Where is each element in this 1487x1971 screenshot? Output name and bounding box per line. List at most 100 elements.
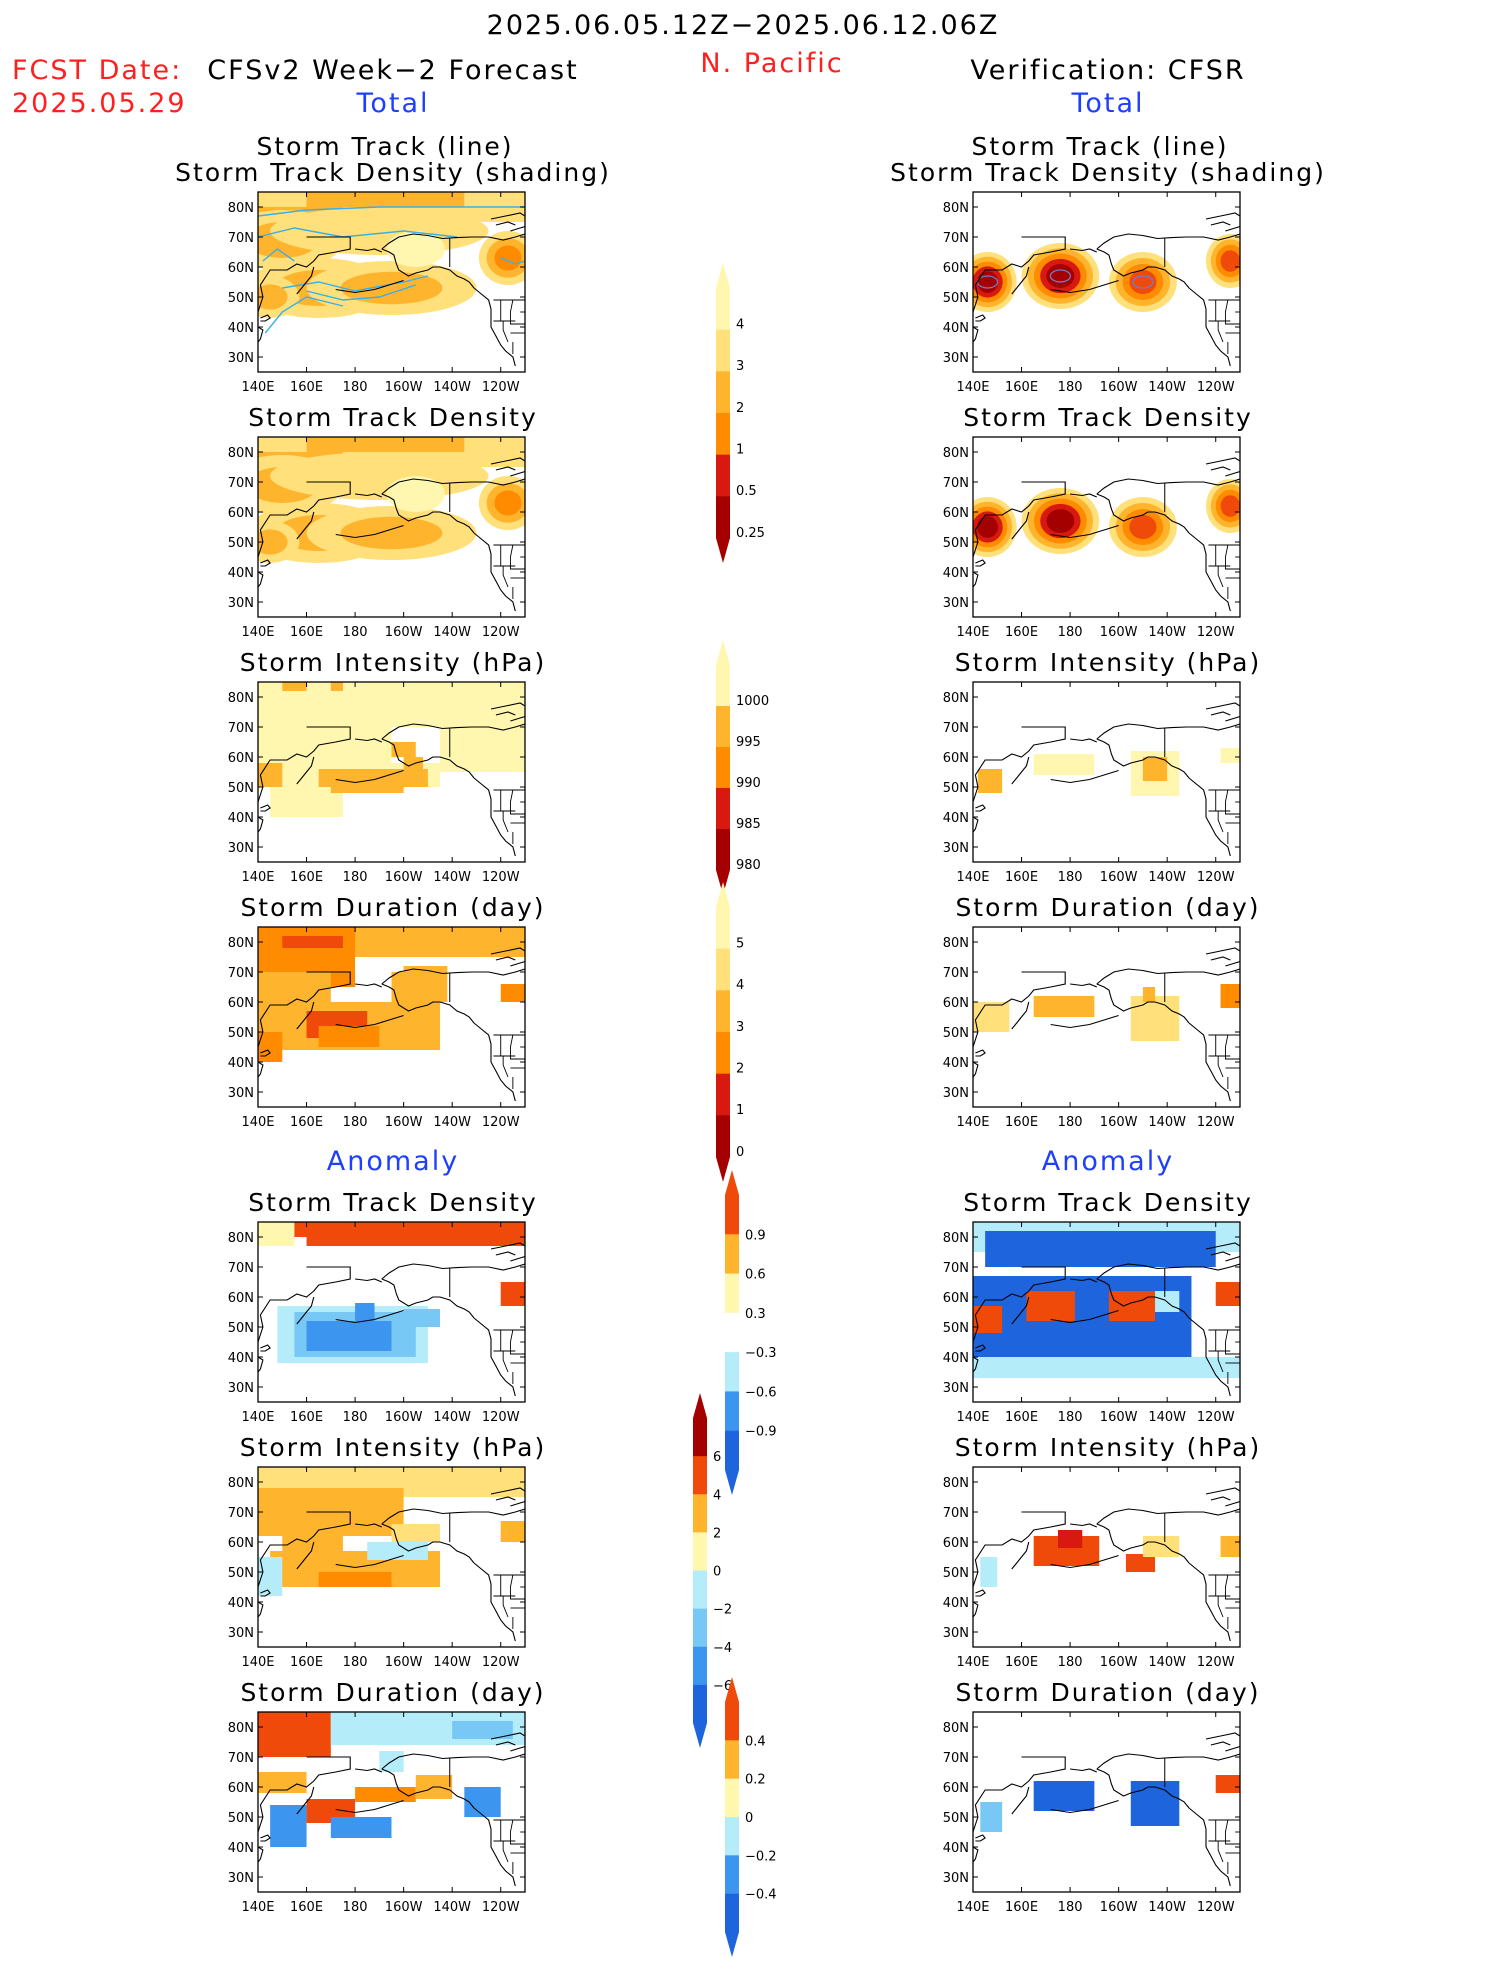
map-fcst-duration-anom: 140E 160E 180 160W 140W 120W 80N 70N 60N 50N 40N 30… <box>218 1711 548 1937</box>
colorbar-label: 2 <box>736 401 744 416</box>
map-verif-track: 140E 160E 180 160W 140W 120W 80N 70N 60N 50N 40N 30… <box>933 191 1263 417</box>
lat-tick-label: 50N <box>228 291 254 306</box>
lat-tick-label: 70N <box>228 231 254 246</box>
colorbar-bottom-tip <box>693 1723 707 1748</box>
lon-tick-label: 180 <box>1058 625 1083 640</box>
lat-tick-label: 70N <box>943 476 969 491</box>
lat-tick-label: 80N <box>228 1476 254 1491</box>
lat-tick-label: 40N <box>228 811 254 826</box>
lon-tick-label: 160E <box>290 870 323 885</box>
colorbar-segment <box>716 496 730 539</box>
lon-tick-label: 140E <box>956 1115 989 1130</box>
lon-tick-label: 160W <box>1100 1410 1138 1425</box>
colorbar-label: 5 <box>736 936 744 951</box>
lon-tick-label: 160W <box>1100 625 1138 640</box>
lat-tick-label: 40N <box>943 321 969 336</box>
map-shading <box>258 1712 525 1887</box>
title-verif-intensity-anom: Storm Intensity (hPa) <box>954 1433 1262 1462</box>
lat-tick-label: 70N <box>943 966 969 981</box>
lat-tick-label: 50N <box>228 1566 254 1581</box>
title-fcst-track-shading: Storm Track Density (shading) <box>175 158 611 187</box>
map-verif-density-anom: 140E 160E 180 160W 140W 120W 80N 70N 60N 50N 40N 30… <box>933 1221 1263 1447</box>
lat-tick-label: 50N <box>943 291 969 306</box>
lon-tick-label: 140E <box>241 870 274 885</box>
lat-tick-label: 60N <box>228 261 254 276</box>
colorbar-segment <box>725 1430 739 1471</box>
lat-tick-label: 80N <box>228 446 254 461</box>
colorbar-label: 4 <box>736 317 744 332</box>
lon-tick-label: 140E <box>241 625 274 640</box>
map-svg: 140E 160E 180 160W 140W 120W 80N 70N 60N 50N 40N 30… <box>228 1466 526 1670</box>
title-verif-intensity: Storm Intensity (hPa) <box>954 648 1262 677</box>
lon-tick-label: 140W <box>433 625 471 640</box>
title-verif-track-line: Storm Track (line) <box>971 132 1229 161</box>
map-svg: 140E 160E 180 160W 140W 120W 80N 70N 60N 50N 40N 30… <box>228 1221 526 1425</box>
lat-tick-label: 40N <box>228 1596 254 1611</box>
colorbar-intensity-anomaly: 6 4 2 0 −2 −4 −6 <box>693 1393 773 1762</box>
colorbar-segment <box>716 829 730 871</box>
lat-tick-label: 50N <box>943 536 969 551</box>
colorbar-segment <box>725 1234 739 1275</box>
colorbar-label: 2 <box>736 1061 744 1076</box>
lon-tick-label: 180 <box>343 625 368 640</box>
map-svg: 140E 160E 180 160W 140W 120W 80N 70N 60N 50N 40N 30… <box>943 1711 1241 1915</box>
lat-tick-label: 50N <box>943 1811 969 1826</box>
colorbar-top-tip <box>716 640 730 665</box>
map-svg: 140E 160E 180 160W 140W 120W 80N 70N 60N 50N 40N 30… <box>943 1466 1241 1670</box>
lon-tick-label: 140E <box>956 1410 989 1425</box>
lat-tick-label: 40N <box>228 1056 254 1071</box>
lat-tick-label: 60N <box>228 1291 254 1306</box>
lat-tick-label: 80N <box>943 201 969 216</box>
colorbar-duration-anomaly: 0.4 0.2 0 −0.2 −0.4 <box>725 1677 805 1971</box>
lon-tick-label: 120W <box>482 1410 520 1425</box>
colorbar-segment <box>725 1740 739 1780</box>
colorbar-label: 0 <box>745 1811 753 1826</box>
map-svg: 140E 160E 180 160W 140W 120W 80N 70N 60N 50N 40N 30… <box>943 1221 1241 1425</box>
colorbar-density-anomaly: 0.9 0.6 0.3 −0.3 −0.6 −0.9 <box>725 1170 805 1509</box>
lon-tick-label: 180 <box>343 870 368 885</box>
lat-tick-label: 70N <box>943 231 969 246</box>
lon-tick-label: 140W <box>433 380 471 395</box>
map-svg: 140E 160E 180 160W 140W 120W 80N 70N 60N 50N 40N 30… <box>228 1711 526 1915</box>
map-shading <box>973 1732 1240 1887</box>
colorbar-segment <box>725 1273 739 1314</box>
colorbar-label: −0.9 <box>745 1425 777 1440</box>
lat-tick-label: 60N <box>228 1536 254 1551</box>
colorbar-top-tip <box>725 1170 739 1195</box>
colorbar-segment <box>716 1032 730 1075</box>
colorbar-label: 0.9 <box>745 1228 766 1243</box>
map-svg: 140E 160E 180 160W 140W 120W 80N 70N 60N 50N 40N 30… <box>943 681 1241 885</box>
lon-tick-label: 140W <box>1148 1900 1186 1915</box>
lat-tick-label: 50N <box>228 1321 254 1336</box>
lat-tick-label: 70N <box>228 1261 254 1276</box>
lon-tick-label: 160E <box>290 1410 323 1425</box>
colorbar-segment <box>716 990 730 1033</box>
map-shading <box>973 1487 1240 1642</box>
date-range-title: 2025.06.05.12Z−2025.06.12.06Z <box>486 10 1000 41</box>
forecast-total-label: Total <box>356 88 430 119</box>
verification-column-title: Verification: CFSR <box>970 55 1246 86</box>
lon-tick-label: 160W <box>385 1115 423 1130</box>
lon-tick-label: 180 <box>1058 870 1083 885</box>
lat-tick-label: 30N <box>943 596 969 611</box>
colorbar-label: 0.2 <box>745 1773 766 1788</box>
lat-tick-label: 80N <box>943 691 969 706</box>
colorbar-segment <box>725 1778 739 1818</box>
lon-tick-label: 180 <box>343 1410 368 1425</box>
lat-tick-label: 30N <box>228 596 254 611</box>
lat-tick-label: 40N <box>228 321 254 336</box>
lat-tick-label: 50N <box>228 1811 254 1826</box>
map-verif-density: 140E 160E 180 160W 140W 120W 80N 70N 60N 50N 40N 30… <box>933 436 1263 662</box>
lat-tick-label: 60N <box>943 1291 969 1306</box>
colorbar-segment <box>725 1893 739 1933</box>
lat-tick-label: 40N <box>943 1596 969 1611</box>
map-shading <box>973 947 1240 1102</box>
title-verif-density-anom: Storm Track Density <box>963 1188 1253 1217</box>
lon-tick-label: 160E <box>290 1115 323 1130</box>
lon-tick-label: 160W <box>385 1655 423 1670</box>
lat-tick-label: 30N <box>228 1381 254 1396</box>
colorbar-bottom-tip <box>725 1470 739 1495</box>
colorbar-label: 990 <box>736 776 761 791</box>
lat-tick-label: 60N <box>228 996 254 1011</box>
lat-tick-label: 80N <box>228 1721 254 1736</box>
